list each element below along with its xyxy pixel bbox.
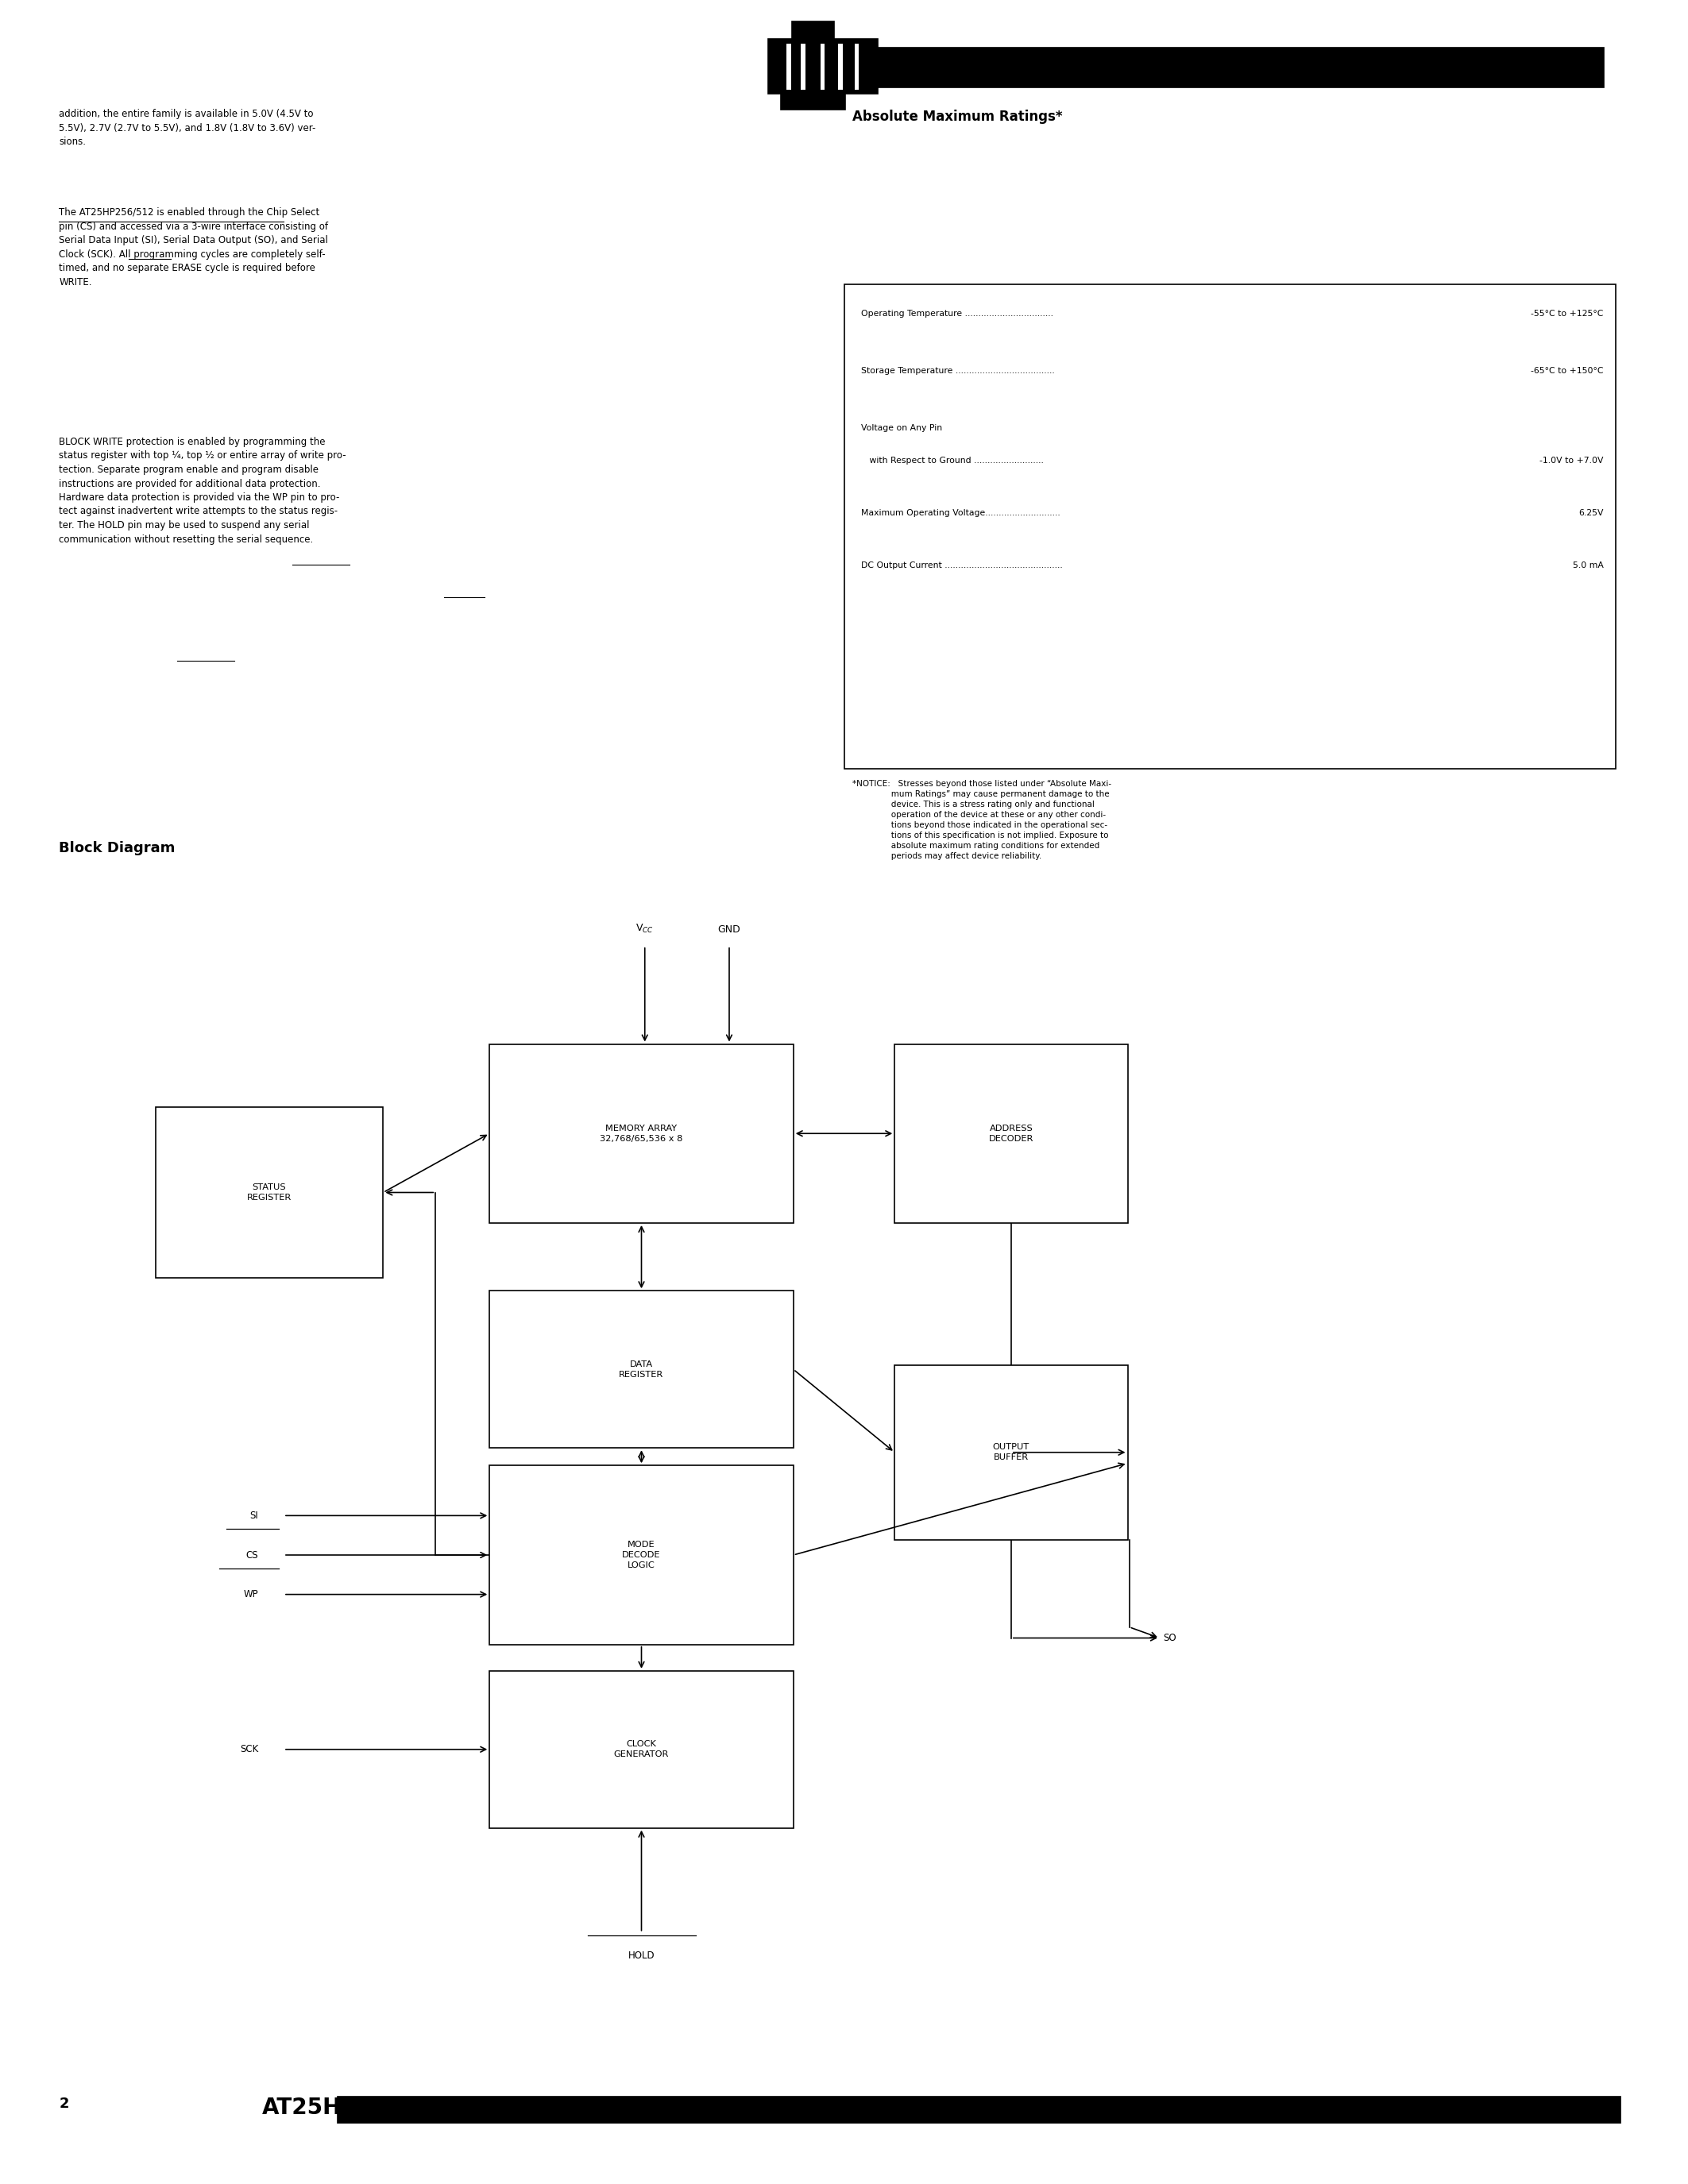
Bar [839,44,842,90]
Text: HOLD: HOLD [628,1950,655,1961]
Text: 6.25V: 6.25V [1578,509,1604,518]
Text: STATUS
REGISTER: STATUS REGISTER [246,1184,292,1201]
Text: V$_{CC}$: V$_{CC}$ [636,924,653,935]
Text: BLOCK WRITE protection is enabled by programming the
status register with top ¼,: BLOCK WRITE protection is enabled by pro… [59,437,346,544]
Text: CLOCK
GENERATOR: CLOCK GENERATOR [614,1741,668,1758]
Bar [787,44,792,90]
Text: Block Diagram: Block Diagram [59,841,176,856]
Text: 2: 2 [59,2097,69,2112]
Bar [490,1465,793,1645]
Bar [854,44,859,90]
Text: 5.0 mA: 5.0 mA [1573,561,1604,570]
Text: SO: SO [1163,1634,1177,1642]
Text: MODE
DECODE
LOGIC: MODE DECODE LOGIC [623,1540,660,1570]
Text: OUTPUT
BUFFER: OUTPUT BUFFER [993,1444,1030,1461]
Text: Operating Temperature .................................: Operating Temperature ..................… [861,310,1053,319]
Bar [895,1044,1128,1223]
Bar [338,2097,1620,2123]
Text: -55°C to +125°C: -55°C to +125°C [1531,310,1604,319]
Text: DATA
REGISTER: DATA REGISTER [619,1361,663,1378]
Text: AT25HP256/512: AT25HP256/512 [262,2097,457,2118]
Text: Voltage on Any Pin: Voltage on Any Pin [861,424,942,432]
Bar [802,44,805,90]
Bar [490,1671,793,1828]
Bar [895,1365,1128,1540]
Text: MEMORY ARRAY
32,768/65,536 x 8: MEMORY ARRAY 32,768/65,536 x 8 [599,1125,684,1142]
Text: SI: SI [250,1511,258,1520]
Text: DC Output Current ............................................: DC Output Current ......................… [861,561,1062,570]
Text: *NOTICE:   Stresses beyond those listed under “Absolute Maxi-
               mum: *NOTICE: Stresses beyond those listed un… [852,780,1111,860]
Text: -1.0V to +7.0V: -1.0V to +7.0V [1539,456,1604,465]
Bar [490,1044,793,1223]
Bar [768,39,878,94]
Bar [782,94,844,109]
Bar [490,1291,793,1448]
Text: The AT25HP256/512 is enabled through the Chip Select
pin (CS) and accessed via a: The AT25HP256/512 is enabled through the… [59,207,329,288]
Text: addition, the entire family is available in 5.0V (4.5V to
5.5V), 2.7V (2.7V to 5: addition, the entire family is available… [59,109,316,146]
Text: -65°C to +150°C: -65°C to +150°C [1531,367,1604,376]
Text: Storage Temperature .....................................: Storage Temperature ....................… [861,367,1055,376]
Bar [820,44,825,90]
Bar [844,284,1615,769]
Text: with Respect to Ground ..........................: with Respect to Ground .................… [861,456,1043,465]
Text: SCK: SCK [240,1745,258,1754]
Text: Absolute Maximum Ratings*: Absolute Maximum Ratings* [852,109,1062,124]
Bar [155,1107,383,1278]
Text: GND: GND [717,924,741,935]
Text: WP: WP [243,1590,258,1599]
Bar [869,48,1604,87]
Text: ADDRESS
DECODER: ADDRESS DECODER [989,1125,1033,1142]
Text: Maximum Operating Voltage............................: Maximum Operating Voltage...............… [861,509,1060,518]
Bar [792,22,834,39]
Text: CS: CS [246,1551,258,1559]
